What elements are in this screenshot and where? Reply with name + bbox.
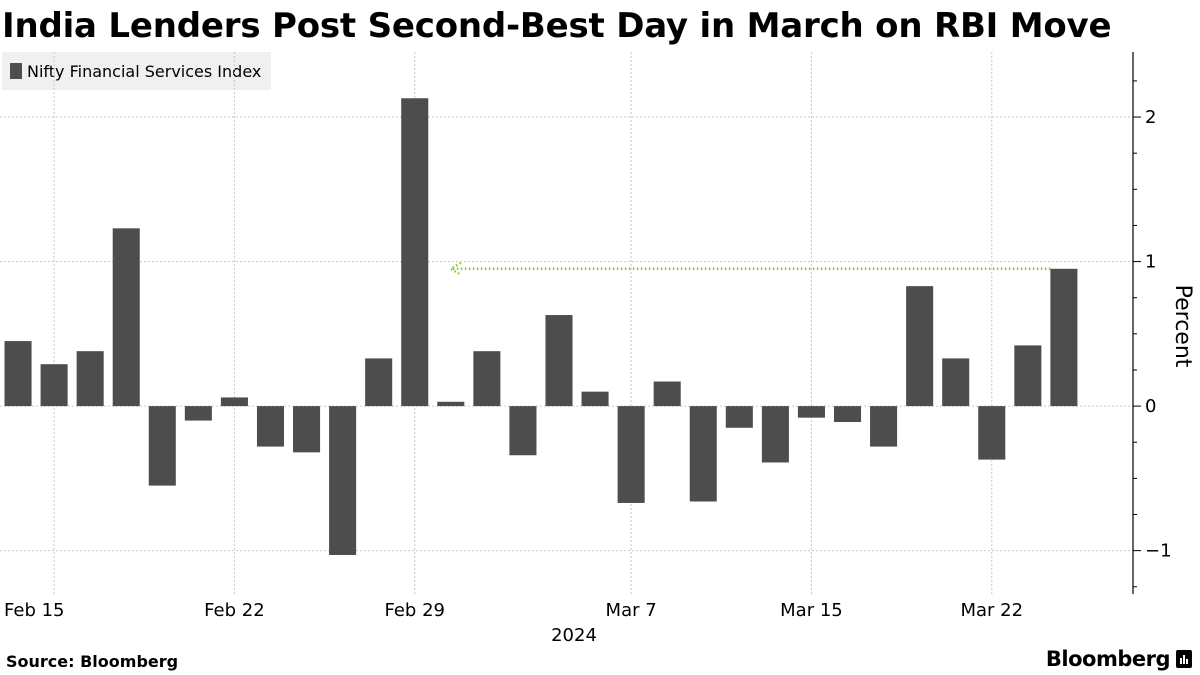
bar: [833, 406, 862, 423]
bar: [184, 406, 212, 421]
bar: [293, 406, 321, 453]
bloomberg-logo: Bloomberg: [1046, 647, 1192, 671]
annotations: [448, 261, 1051, 276]
bar: [220, 397, 248, 407]
axes: Feb 15 Feb 22 Feb 29 Mar 7 Mar 15 Mar 22 −1 0 1 2…: [4, 52, 1195, 646]
y-tick-label: −1: [1145, 541, 1172, 562]
bar: [906, 286, 934, 407]
gridlines: [0, 52, 1130, 594]
x-tick-label: Mar 7: [606, 600, 657, 621]
x-tick-label: Feb 22: [204, 600, 265, 621]
brand-name: Bloomberg: [1045, 647, 1171, 671]
legend-label: Nifty Financial Services Index: [27, 61, 262, 81]
y-tick-label: 1: [1145, 252, 1156, 273]
source-note: Source: Bloomberg: [6, 652, 179, 671]
bar: [1014, 345, 1042, 407]
bars: [4, 98, 1078, 555]
bar: [329, 406, 357, 555]
bar: [978, 406, 1006, 460]
bar: [365, 358, 393, 407]
y-tick-label: 2: [1145, 107, 1156, 128]
bar: [401, 98, 429, 407]
chart-title: India Lenders Post Second-Best Day in Ma…: [2, 6, 1112, 46]
x-tick-label: Feb 15: [4, 600, 65, 621]
bar: [545, 315, 573, 407]
bar: [617, 406, 645, 503]
x-tick-label: Feb 29: [384, 600, 445, 621]
bar: [870, 406, 898, 447]
bar: [1050, 268, 1078, 407]
bar: [437, 401, 465, 407]
annotation-arrow-head: [448, 261, 462, 276]
legend-swatch: [10, 63, 22, 79]
bar: [4, 341, 32, 407]
bar: [40, 364, 68, 407]
bar: [761, 406, 789, 463]
chart-legend: Nifty Financial Services Index: [2, 52, 272, 90]
bar: [256, 406, 285, 447]
x-axis-year-label: 2024: [551, 625, 597, 646]
bar: [653, 381, 681, 407]
bar: [725, 406, 753, 428]
bar: [581, 391, 609, 407]
y-tick-label: 0: [1145, 396, 1156, 417]
x-tick-label: Mar 22: [960, 600, 1023, 621]
bar: [797, 406, 825, 418]
x-tick-label: Mar 15: [780, 600, 843, 621]
bar: [509, 406, 537, 456]
bar: [76, 351, 104, 407]
bar: [942, 358, 970, 407]
bar: [689, 406, 717, 502]
bar: [112, 228, 140, 407]
bar: [473, 351, 501, 407]
bar: [148, 406, 176, 486]
y-axis-title: Percent: [1170, 285, 1195, 368]
bloomberg-terminal-icon: [1176, 650, 1192, 668]
